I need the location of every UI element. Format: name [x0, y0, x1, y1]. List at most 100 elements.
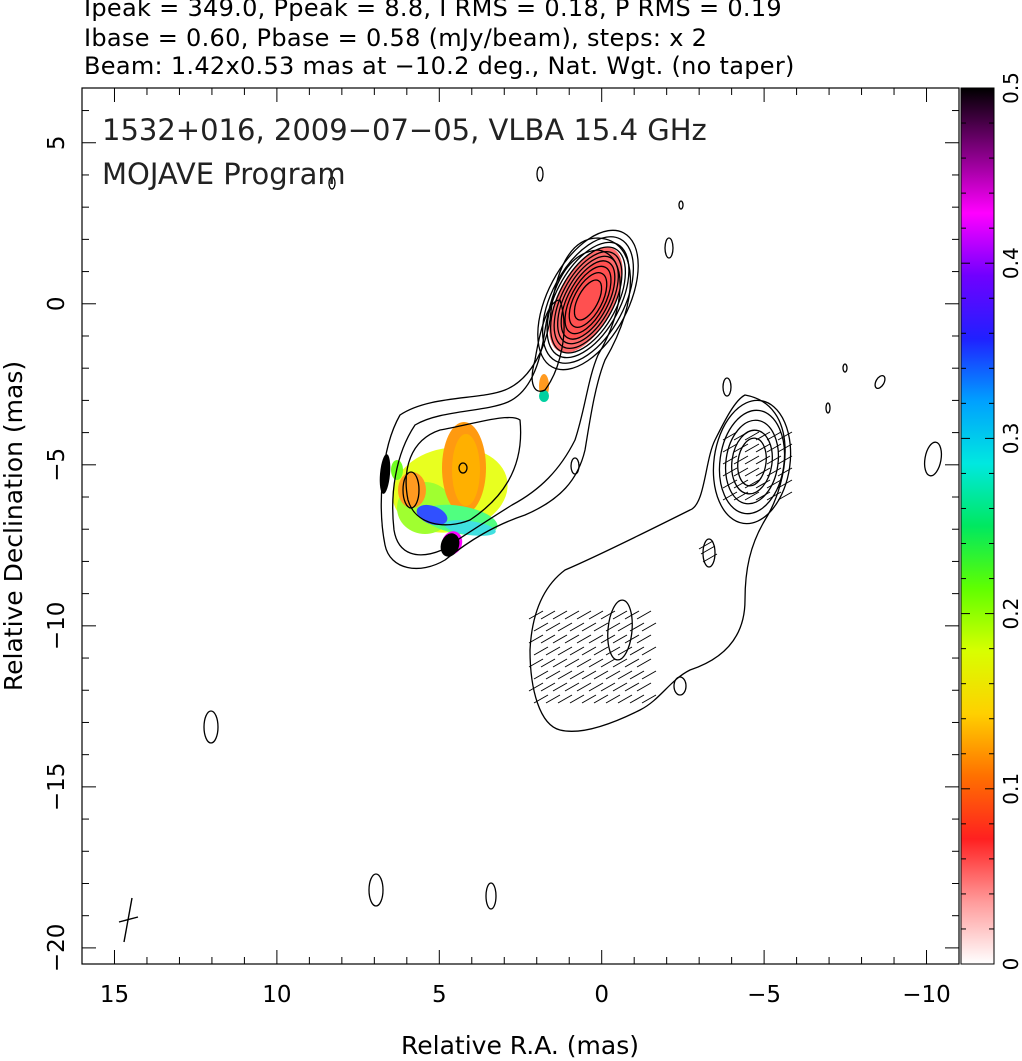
intensity-contour [458, 462, 468, 474]
evpa-tick [605, 622, 621, 632]
evpa-tick [557, 646, 573, 656]
evpa-tick [552, 658, 568, 668]
knot-polarization-patch [452, 434, 480, 506]
evpa-tick [600, 682, 616, 692]
x-tick-label: −10 [902, 982, 951, 1008]
evpa-tick [744, 467, 760, 477]
intensity-contour [203, 710, 219, 744]
evpa-tick [605, 646, 621, 656]
colorbar-tick-label: 0.1 [999, 773, 1022, 805]
evpa-tick [722, 443, 738, 453]
y-axis-label: Relative Declination (mas) [0, 361, 28, 691]
x-tick-label: 5 [432, 982, 447, 1008]
evpa-tick [605, 694, 621, 704]
beam-marker [118, 897, 139, 943]
evpa-tick [766, 491, 782, 501]
intensity-contour [368, 873, 384, 907]
evpa-tick [617, 670, 633, 680]
fractional-polarization-color [379, 247, 623, 557]
evpa-tick [576, 658, 592, 668]
intensity-contour [737, 437, 767, 487]
y-tick-label: −5 [44, 448, 70, 482]
colorbar-tick-labels: 0 0.1 0.2 0.3 0.4 0.5 [999, 72, 1022, 970]
evpa-tick [581, 694, 597, 704]
evpa-tick [722, 491, 738, 501]
total-intensity-contours [203, 166, 943, 910]
map-content [118, 166, 943, 943]
evpa-tick [722, 431, 738, 441]
evpa-tick [777, 479, 793, 489]
colorbar-ticks [961, 87, 994, 965]
x-tick-label: 0 [594, 982, 609, 1008]
evpa-tick [641, 622, 657, 632]
evpa-tick [629, 670, 645, 680]
evpa-tick [557, 670, 573, 680]
colorbar [960, 87, 995, 965]
intensity-contour [923, 441, 943, 477]
y-tick-label: −15 [44, 763, 70, 812]
evpa-tick [766, 443, 782, 453]
evpa-tick [722, 479, 738, 489]
evpa-tick [766, 431, 782, 441]
evpa-tick [564, 682, 580, 692]
evpa-tick [733, 443, 749, 453]
colorbar-tick-label: 0.4 [999, 247, 1022, 279]
evpa-tick [533, 646, 549, 656]
evpa-tick [600, 610, 616, 620]
intensity-contour [405, 416, 522, 526]
evpa-tick [533, 694, 549, 704]
evpa-tick [545, 694, 561, 704]
evpa-tick [636, 610, 652, 620]
evpa-tick [569, 694, 585, 704]
intensity-contour [718, 409, 786, 515]
intensity-contour [842, 363, 848, 373]
evpa-tick [557, 694, 573, 704]
intensity-contour [664, 237, 674, 259]
evpa-tick [605, 670, 621, 680]
evpa-tick [624, 682, 640, 692]
evpa-tick [593, 670, 609, 680]
evpa-tick [588, 610, 604, 620]
evpa-tick [528, 634, 544, 644]
evpa-tick [540, 658, 556, 668]
evpa-tick [540, 610, 556, 620]
evpa-tick [777, 431, 793, 441]
evpa-tick [755, 431, 771, 441]
evpa-tick [617, 622, 633, 632]
evpa-tick [629, 622, 645, 632]
map-title: 1532+016, 2009−07−05, VLBA 15.4 GHz [102, 113, 707, 147]
intensity-contour [573, 279, 603, 321]
evpa-tick [744, 491, 760, 501]
evpa-tick [612, 634, 628, 644]
y-axis-ticks [82, 110, 959, 949]
evpa-tick [777, 491, 793, 501]
x-axis-label: Relative R.A. (mas) [401, 1031, 639, 1060]
evpa-tick [766, 455, 782, 465]
evpa-tick [593, 694, 609, 704]
intensity-contour [392, 249, 621, 556]
evpa-tick [569, 670, 585, 680]
header-line-2: Ibase = 0.60, Pbase = 0.58 (mJy/beam), s… [84, 24, 708, 52]
evpa-ticks [528, 431, 793, 704]
evpa-tick [733, 491, 749, 501]
evpa-tick [636, 634, 652, 644]
header-line-1: Ipeak = 349.0, Ppeak = 8.8, I RMS = 0.18… [84, 0, 782, 22]
evpa-tick [755, 491, 771, 501]
evpa-tick [600, 634, 616, 644]
evpa-tick [533, 670, 549, 680]
evpa-tick [641, 646, 657, 656]
evpa-tick [700, 545, 716, 555]
intensity-contour [553, 250, 623, 350]
y-tick-label: 0 [44, 296, 70, 311]
evpa-tick [612, 658, 628, 668]
x-axis-tick-labels: 15 10 5 0 −5 −10 [100, 982, 951, 1008]
evpa-tick [564, 610, 580, 620]
colorbar-tick-label: 0.2 [999, 598, 1022, 630]
y-tick-label: −10 [44, 602, 70, 651]
evpa-tick [588, 682, 604, 692]
evpa-tick [564, 658, 580, 668]
evpa-tick [552, 610, 568, 620]
evpa-tick [545, 670, 561, 680]
evpa-tick [581, 622, 597, 632]
evpa-tick [588, 658, 604, 668]
